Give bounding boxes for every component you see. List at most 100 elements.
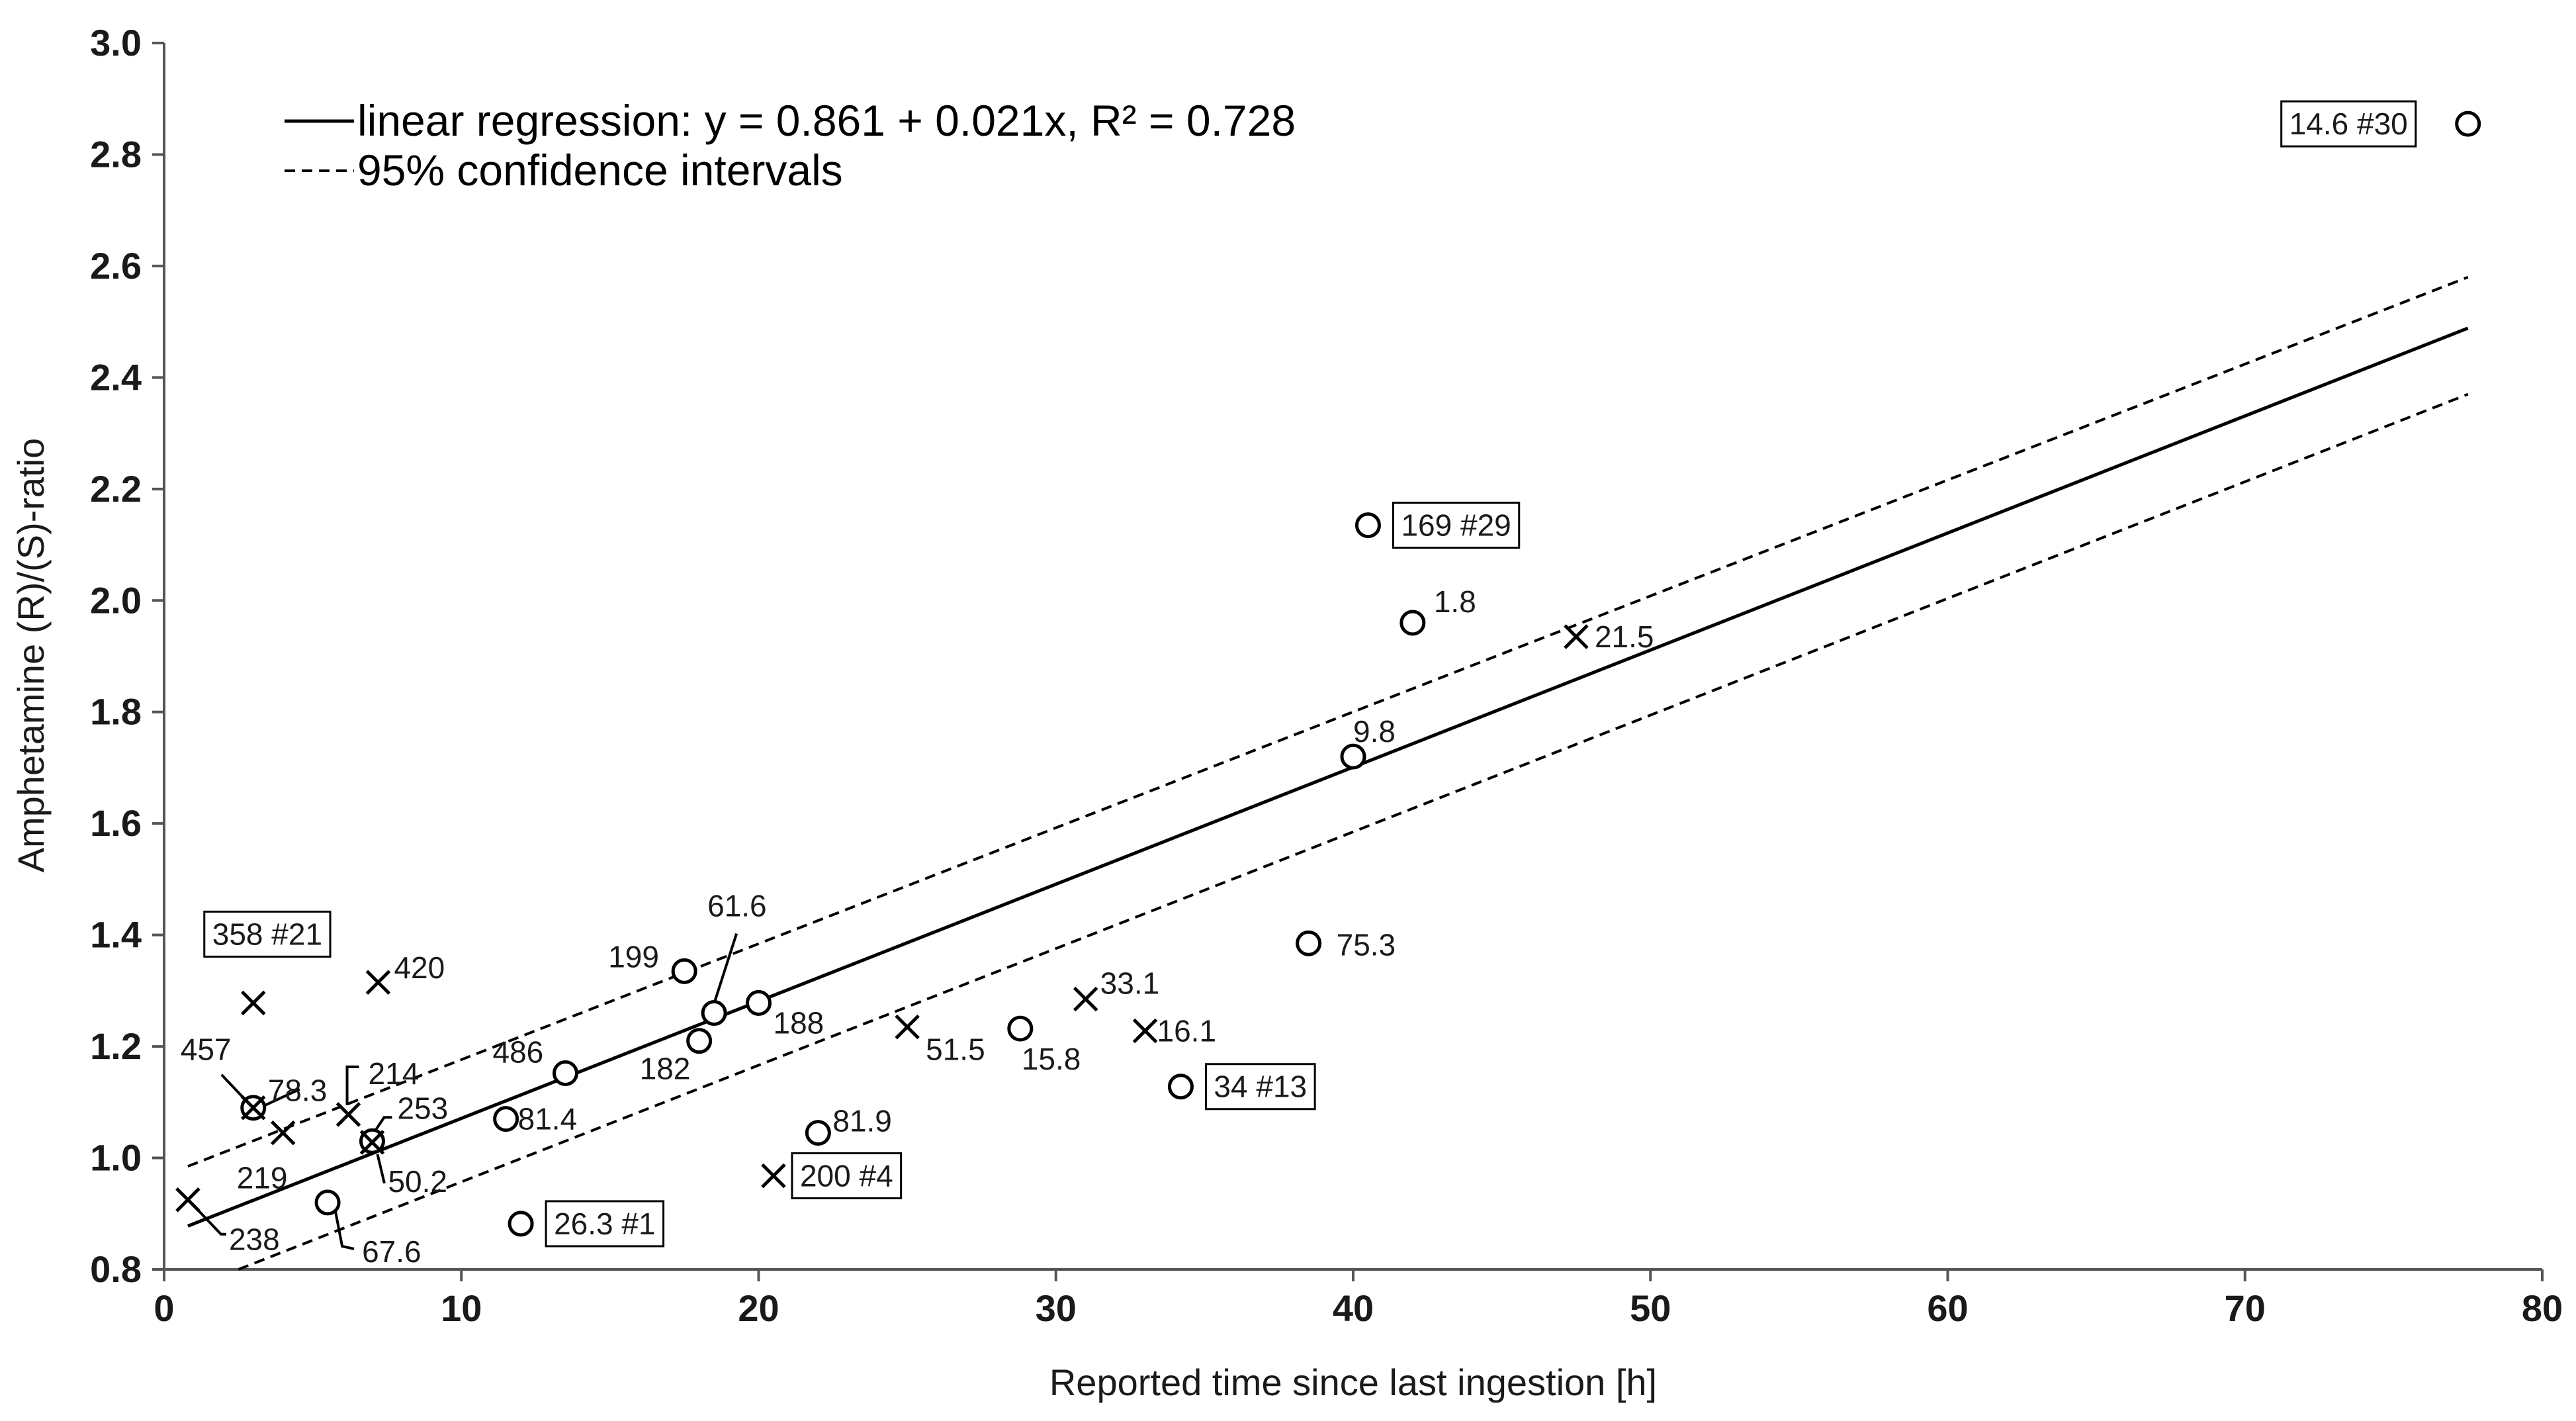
circle-data-point xyxy=(1296,930,1322,956)
point-label: 15.8 xyxy=(1022,1042,1081,1076)
x-tick-label: 50 xyxy=(1630,1287,1671,1329)
y-tick-label: 1.8 xyxy=(90,691,142,733)
y-tick-label: 2.6 xyxy=(90,245,142,287)
circle-data-point xyxy=(1355,512,1381,539)
circle-data-point xyxy=(746,989,772,1016)
label-leader-line xyxy=(713,933,738,1005)
regression-line xyxy=(187,326,2469,1228)
circle-data-point xyxy=(493,1106,519,1132)
label-leader-line xyxy=(261,1087,300,1108)
circle-data-point xyxy=(805,1120,831,1146)
y-tick-label: 2.2 xyxy=(90,468,142,510)
point-label: 219 xyxy=(237,1161,288,1195)
y-tick-label: 0.8 xyxy=(90,1248,142,1290)
axes: 0.8 1.0 1.2 1.4 1.6 1.8 2.0 2.2 2.4 2.6 2.8 3.0 0 10 2… xyxy=(10,22,2563,1403)
point-label: 16.1 xyxy=(1157,1014,1217,1048)
y-tick-label: 1.4 xyxy=(90,914,142,956)
point-label: 182 xyxy=(640,1052,691,1086)
y-tick-label: 1.6 xyxy=(90,802,142,844)
x-tick-label: 10 xyxy=(441,1287,482,1329)
circle-data-point xyxy=(671,958,697,984)
cross-data-point xyxy=(175,1187,200,1213)
x-tick-label: 70 xyxy=(2225,1287,2266,1329)
point-label: 188 xyxy=(774,1005,824,1040)
x-tick-label: 0 xyxy=(154,1287,174,1329)
point-label: 14.6 #30 xyxy=(2289,107,2408,141)
data-points xyxy=(175,111,2481,1237)
circle-data-point xyxy=(1399,610,1426,636)
circle-data-point xyxy=(552,1060,578,1087)
point-label: 358 #21 xyxy=(212,917,322,951)
point-label: 61.6 xyxy=(707,889,767,923)
cross-data-point xyxy=(359,1130,385,1155)
point-label-box xyxy=(545,1200,665,1248)
point-label: 214 xyxy=(369,1056,420,1091)
point-label: 169 #29 xyxy=(1401,508,1511,543)
x-tick-label: 40 xyxy=(1333,1287,1374,1329)
label-leader-line xyxy=(372,1116,392,1134)
cross-data-point xyxy=(761,1163,786,1189)
circle-data-point xyxy=(314,1189,341,1216)
y-tick-label: 2.4 xyxy=(90,356,142,398)
x-tick-label: 80 xyxy=(2522,1287,2563,1329)
point-label: 50.2 xyxy=(388,1164,447,1199)
cross-data-point xyxy=(1564,624,1589,649)
y-tick-label: 2.0 xyxy=(90,579,142,621)
x-tick-label: 20 xyxy=(738,1287,779,1329)
y-axis-title: Amphetamine (R)/(S)-ratio xyxy=(10,438,52,873)
label-leader-line xyxy=(220,1074,247,1101)
y-tick-label: 2.8 xyxy=(90,133,142,175)
point-label-box xyxy=(2280,100,2417,148)
label-leader-line xyxy=(376,1154,386,1183)
circle-data-point xyxy=(701,1000,727,1027)
cross-data-point xyxy=(270,1120,296,1146)
point-label-box xyxy=(1204,1063,1316,1111)
point-label: 238 xyxy=(229,1222,280,1257)
circle-data-point xyxy=(1007,1015,1034,1042)
point-label: 81.9 xyxy=(832,1104,892,1138)
cross-data-point xyxy=(895,1014,920,1040)
label-leader-line xyxy=(193,1205,226,1236)
y-tick-label: 1.0 xyxy=(90,1137,142,1179)
x-tick-label: 60 xyxy=(1927,1287,1968,1329)
ci-upper-line xyxy=(187,275,2469,1168)
label-leaders xyxy=(193,933,738,1250)
point-label: 200 #4 xyxy=(800,1158,893,1193)
point-label: 34 #13 xyxy=(1214,1070,1307,1104)
cross-data-point xyxy=(241,1095,266,1121)
circle-data-point xyxy=(1167,1074,1194,1100)
point-label: 81.4 xyxy=(518,1102,578,1136)
cross-data-point xyxy=(335,1102,361,1127)
point-label: 51.5 xyxy=(926,1032,985,1067)
point-label: 21.5 xyxy=(1595,619,1654,654)
point-label: 75.3 xyxy=(1337,927,1396,962)
circle-data-point xyxy=(686,1028,713,1054)
point-label: 420 xyxy=(394,950,445,985)
label-leader-line xyxy=(345,1065,359,1105)
cross-data-point xyxy=(1132,1018,1158,1044)
point-labels: 14.6 #30 169 #29 1.8 9.8 75.3 34 #13 15.8 81.9 1… xyxy=(181,100,2417,1269)
point-label-box xyxy=(203,910,332,958)
x-tick-label: 30 xyxy=(1036,1287,1077,1329)
point-label: 253 xyxy=(397,1091,448,1125)
point-label-box xyxy=(791,1152,903,1199)
point-label: 1.8 xyxy=(1434,584,1476,619)
legend-regression-label: linear regression: y = 0.861 + 0.021x, R… xyxy=(357,96,1296,145)
legend-ci-label: 95% confidence intervals xyxy=(357,146,843,195)
y-tick-label: 1.2 xyxy=(90,1025,142,1067)
point-label: 199 xyxy=(608,939,659,974)
cross-data-point xyxy=(241,990,266,1016)
label-leader-line xyxy=(334,1211,355,1250)
x-axis-title: Reported time since last ingestion [h] xyxy=(1049,1361,1657,1403)
circle-data-point xyxy=(1340,743,1366,770)
point-label: 33.1 xyxy=(1100,966,1160,1000)
point-label: 67.6 xyxy=(362,1234,422,1269)
point-label: 457 xyxy=(181,1032,232,1067)
circle-data-point xyxy=(508,1211,534,1237)
cross-data-point xyxy=(1073,986,1098,1012)
y-tick-label: 3.0 xyxy=(90,22,142,64)
point-label: 486 xyxy=(492,1035,543,1070)
point-label: 26.3 #1 xyxy=(554,1207,655,1241)
point-label: 9.8 xyxy=(1353,714,1396,749)
